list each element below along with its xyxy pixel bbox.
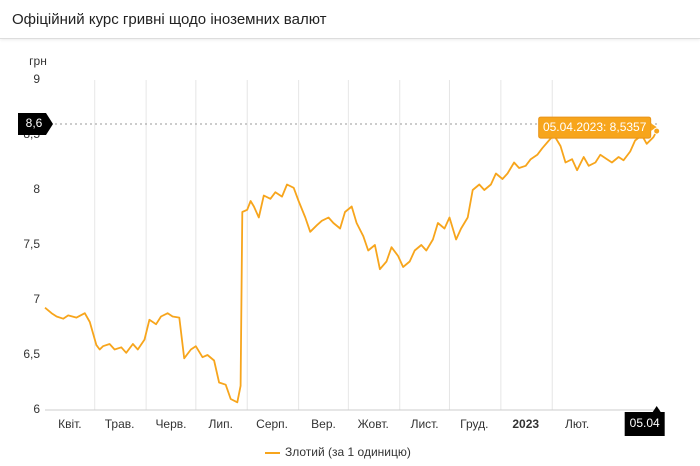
x-tick-label: Черв. (155, 417, 186, 431)
y-tick-label: 6,5 (23, 347, 40, 361)
x-tick-label: Квіт. (58, 417, 82, 431)
crosshair-label: 8,6 (26, 116, 43, 130)
x-tick-label: Трав. (105, 417, 135, 431)
x-tick-label: Лют. (565, 417, 589, 431)
tooltip-text: 05.04.2023: 8,5357 (543, 120, 647, 134)
tooltip-arrow (650, 123, 657, 132)
crosshair-box (18, 113, 53, 135)
y-tick-label: 8 (33, 182, 40, 196)
x-tick-label: Вер. (311, 417, 336, 431)
x-tick-label: Лист. (411, 417, 439, 431)
page-title: Офіційний курс гривні щодо іноземних вал… (12, 11, 327, 28)
x-tick-label: 2023 (512, 417, 539, 431)
y-tick-label: 7 (33, 292, 40, 306)
y-axis-label: грн (29, 54, 47, 68)
legend-label: Злотий (за 1 одиницю) (285, 445, 411, 459)
x-tick-label: Жовт. (358, 417, 389, 431)
tooltip: 05.04.2023: 8,5357 (538, 116, 657, 139)
y-tick-label: 7,5 (23, 237, 40, 251)
x-tick-label: Лип. (209, 417, 233, 431)
series-line (44, 130, 658, 404)
end-label-box (624, 406, 665, 436)
header: Офіційний курс гривні щодо іноземних вал… (0, 0, 700, 39)
end-label: 05.04 (630, 416, 660, 430)
y-tick-label: 6 (33, 402, 40, 416)
x-tick-label: Груд. (460, 417, 488, 431)
y-tick-label: 9 (33, 72, 40, 86)
x-tick-label: Серп. (256, 417, 288, 431)
hover-point (653, 127, 661, 135)
